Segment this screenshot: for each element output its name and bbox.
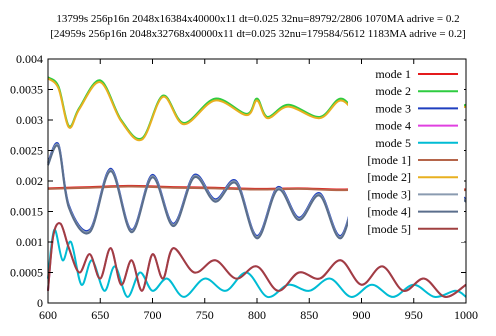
legend-label: mode 2 — [375, 84, 411, 98]
y-tick-label: 0.0005 — [10, 266, 43, 280]
legend-label: [mode 3] — [367, 187, 411, 201]
series-line-5 — [47, 228, 467, 298]
x-tick-label: 600 — [39, 308, 57, 322]
y-tick-label: 0.0035 — [10, 83, 43, 97]
legend-label: mode 5 — [375, 136, 411, 150]
y-tick-label: 0.003 — [16, 113, 43, 127]
x-tick-label: 750 — [196, 308, 214, 322]
y-tick-label: 0.0015 — [10, 205, 43, 219]
legend: mode 1 mode 2 mode 3 mode 4 mode 5 [mode 1] [m… — [367, 67, 458, 236]
x-tick-label: 900 — [353, 308, 371, 322]
x-tick-label: 1000 — [454, 308, 478, 322]
legend-label: [mode 5] — [367, 222, 411, 236]
series-line-10 — [47, 222, 467, 298]
legend-label: [mode 1] — [367, 153, 411, 167]
legend-label: mode 1 — [375, 67, 411, 81]
x-tick-label: 650 — [91, 308, 109, 322]
legend-label: mode 3 — [375, 101, 411, 115]
x-tick-label: 700 — [144, 308, 162, 322]
y-tick-label: 0.002 — [16, 174, 43, 188]
legend-label: [mode 2] — [367, 170, 411, 184]
x-tick-label: 800 — [248, 308, 266, 322]
x-tick-label: 850 — [300, 308, 318, 322]
legend-label: mode 4 — [375, 119, 411, 133]
y-tick-label: 0.001 — [16, 235, 43, 249]
y-tick-label: 0.0025 — [10, 144, 43, 158]
x-tick-label: 950 — [405, 308, 423, 322]
y-tick-label: 0 — [37, 296, 43, 310]
axis-ticks: 600 650 700 750 800 850 900 950 1000 0 0.0005 0.001… — [10, 52, 478, 322]
y-tick-label: 0.004 — [16, 52, 43, 66]
chart-subtitle: [24959s 256p16n 2048x32768x40000x11 dt=0… — [50, 28, 466, 40]
legend-background — [348, 66, 464, 242]
legend-label: [mode 4] — [367, 205, 411, 219]
series-layer — [47, 76, 467, 298]
chart-title: 13799s 256p16n 2048x16384x40000x11 dt=0.… — [56, 13, 459, 25]
